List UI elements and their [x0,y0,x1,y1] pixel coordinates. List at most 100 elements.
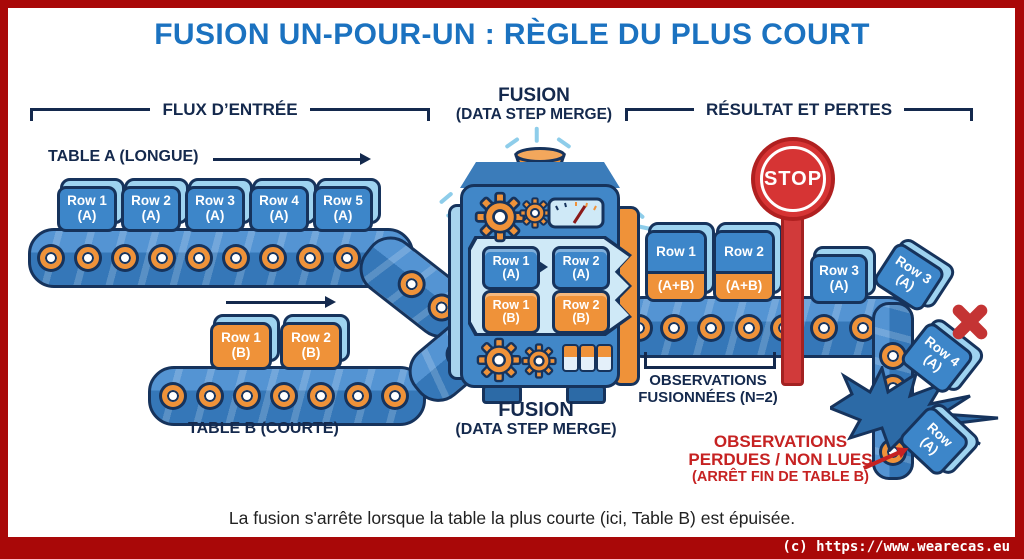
merged-observations-caption: OBSERVATIONS FUSIONNÉES (N=2) [617,372,799,406]
row-label: Row 5 [323,193,363,209]
conveyor-roller [310,385,332,407]
conveyor-roller [273,385,295,407]
lost-caption-line3: (ARRÊT FIN DE TABLE B) [692,468,869,485]
conveyor-roller [236,385,258,407]
conveyor-roller [852,317,874,339]
machine-slot-b1: Row 1 (B) [482,290,540,334]
merged-row-box: Row 2 (A+B) [713,222,783,302]
conveyor-roller [813,317,835,339]
merged-caption-line1: OBSERVATIONS [649,372,767,389]
row-sublabel: (A+B) [648,271,704,299]
merged-observations-bracket [644,352,776,369]
table-a-row-box: Row 4 (A) [249,178,317,232]
conveyor-roller [299,247,321,269]
indicator-light-icon [596,344,613,372]
row-sublabel: (B) [301,345,321,360]
frame-border [0,0,8,559]
conveyor-roller [225,247,247,269]
row-sublabel: (A) [333,208,353,223]
row-sublabel: (A) [269,208,289,223]
machine-label-line1: FUSION [498,399,574,421]
conveyor-roller [77,247,99,269]
row-label: Row 2 [291,330,331,346]
bracket-line [30,108,151,121]
conveyor-roller [162,385,184,407]
row-label: Row 1 [221,330,261,346]
machine-label: FUSION (DATA STEP MERGE) [430,400,642,439]
row-sublabel: (B) [572,311,590,325]
stop-sign-label: STOP [763,167,823,190]
conveyor-roller [188,247,210,269]
frame-border [0,0,1024,8]
bracket-line [309,108,431,121]
row-label: Row 4 [259,193,299,209]
merge-section-line2: (DATA STEP MERGE) [455,105,613,123]
row-sublabel: (A) [829,278,849,293]
row-label: Row 3 [819,263,859,279]
conveyor-output [616,296,914,358]
lost-x-icon [947,299,993,345]
input-section-bracket: FLUX D’ENTRÉE [30,100,431,121]
conveyor-roller [384,385,406,407]
row-label: Row 1 [648,233,704,271]
machine-slot-a1: Row 1 (A) [482,246,540,290]
row-label: Row 1 [67,193,107,209]
table-a-row-box: Row 2 (A) [121,178,189,232]
conveyor-roller [347,385,369,407]
row-label: Row 2 [562,297,600,312]
merged-row-box: Row 1 (A+B) [645,222,715,302]
table-a-row-box: Row 3 (A) [185,178,253,232]
row-sublabel: (A) [572,267,590,281]
table-a-label: TABLE A (LONGUE) [48,148,199,165]
conveyor-roller [114,247,136,269]
conveyor-roller [40,247,62,269]
footnote-text: La fusion s'arrête lorsque la table la p… [228,508,796,528]
lost-observations-caption: OBSERVATIONS PERDUES / NON LUES (ARRÊT F… [683,432,878,485]
merge-section-line1: FUSION [498,85,570,106]
bracket-line [625,108,694,121]
conveyor-table-a [28,228,414,288]
gauge-icon [547,197,605,229]
bracket-line [904,108,973,121]
row-sublabel: (B) [502,311,520,325]
merge-section-label: FUSION (DATA STEP MERGE) [434,86,634,124]
row-label: Row 2 [131,193,171,209]
table-b-row-box: Row 1 (B) [210,314,280,370]
sparkle-icon [438,191,454,205]
row-label: Row 1 [492,297,530,312]
conveyor-roller [700,317,722,339]
row-sublabel: (A) [77,208,97,223]
output-section-bracket: RÉSULTAT ET PERTES [625,100,973,121]
sparkle-icon [535,126,539,143]
table-b-label: TABLE B (COURTE) [188,420,339,437]
row-sublabel: (A) [141,208,161,223]
stop-sign: STOP [751,137,835,221]
lost-caption-line1: OBSERVATIONS [713,432,848,451]
credit-text: (c) https://www.wearecas.eu [782,539,1010,555]
row-sublabel: (A+B) [716,271,772,299]
conveyor-roller [199,385,221,407]
stop-sign-pole [781,204,804,386]
machine-slot-a2: Row 2 (A) [552,246,610,290]
gear-icon [519,197,551,229]
machine-top-face [460,162,620,188]
frame-border [1015,0,1024,559]
output-section-label: RÉSULTAT ET PERTES [705,100,893,119]
merge-step-arrow-icon [539,261,548,273]
row-label: Row 3 [195,193,235,209]
table-a-row-box: Row 1 (A) [57,178,125,232]
conveyor-roller [663,317,685,339]
merged-caption-line2: FUSIONNÉES (N=2) [638,388,778,406]
row-label: Row 2 [562,253,600,268]
table-b-flow-arrow-icon [226,296,336,308]
gear-icon [474,191,526,243]
row-label: Row 2 [716,233,772,271]
row-sublabel: (A) [502,267,520,281]
table-a-flow-arrow-icon [213,153,371,165]
gear-icon [521,343,557,379]
machine-label-line2: (DATA STEP MERGE) [455,421,617,438]
table-b-row-box: Row 2 (B) [280,314,350,370]
row-label: Row 1 [492,253,530,268]
kept-row-box: Row 3 (A) [810,246,876,304]
